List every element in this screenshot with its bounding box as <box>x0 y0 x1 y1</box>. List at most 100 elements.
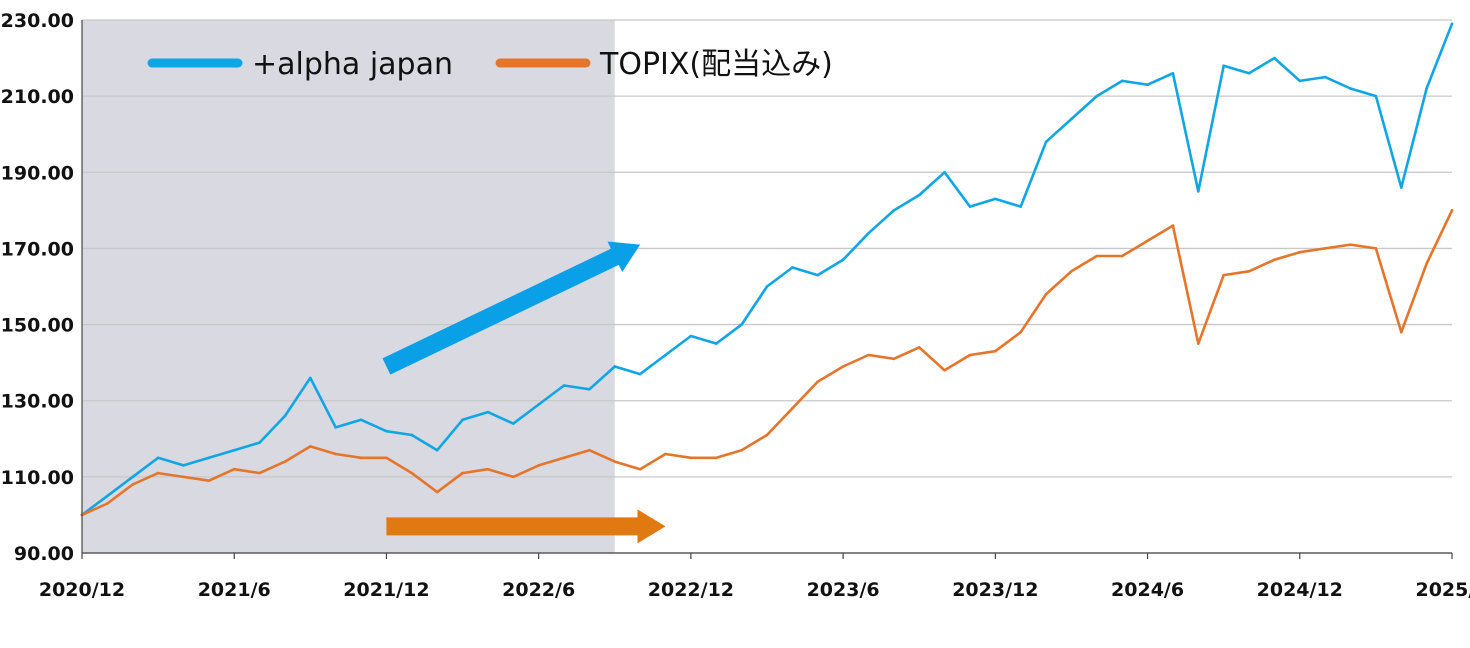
data-point <box>638 467 642 471</box>
data-point <box>410 433 414 437</box>
data-point <box>359 418 363 422</box>
trend-arrows <box>382 241 666 544</box>
data-point <box>511 422 515 425</box>
data-point <box>106 494 109 498</box>
data-point <box>1450 22 1454 26</box>
data-point <box>232 448 236 452</box>
data-point <box>359 456 363 460</box>
data-point <box>283 414 287 418</box>
x-tick-label: 2024/12 <box>1257 579 1343 601</box>
y-tick-label: 130.00 <box>1 391 74 413</box>
data-point <box>689 456 693 460</box>
shaded-period <box>82 20 615 553</box>
x-tick-label: 2021/6 <box>198 579 271 601</box>
legend-item-1: +alpha japan <box>147 47 453 82</box>
data-point <box>309 376 312 380</box>
data-point <box>689 334 693 338</box>
data-point <box>258 471 261 475</box>
data-point <box>943 368 946 372</box>
data-point <box>334 452 338 456</box>
data-point <box>1374 247 1378 250</box>
legend-label: +alpha japan <box>252 47 453 82</box>
data-point <box>1450 209 1454 212</box>
data-point <box>1247 269 1251 273</box>
data-point <box>106 502 109 505</box>
data-point <box>968 205 972 208</box>
data-point <box>791 407 794 410</box>
x-tick-label: 2022/12 <box>648 579 734 601</box>
data-point <box>1323 75 1327 79</box>
data-point <box>740 323 743 326</box>
data-point <box>1146 239 1149 243</box>
data-point <box>1019 205 1023 208</box>
data-point <box>1070 269 1073 273</box>
data-point <box>613 460 617 463</box>
data-point <box>588 387 591 391</box>
data-point <box>1146 83 1149 87</box>
data-point <box>1171 224 1175 227</box>
data-point <box>562 384 566 387</box>
data-point <box>562 456 566 460</box>
x-tick-label: 2021/12 <box>343 579 429 601</box>
data-point <box>283 460 287 463</box>
data-point <box>385 429 388 433</box>
data-point <box>182 475 185 479</box>
data-point <box>740 448 743 452</box>
data-point <box>410 471 414 475</box>
x-tick-label: 2022/6 <box>502 579 575 601</box>
y-tick-label: 190.00 <box>1 162 74 184</box>
data-point <box>1298 250 1302 254</box>
data-point <box>258 441 261 444</box>
arrow-shape <box>382 241 641 375</box>
data-point <box>1349 243 1352 246</box>
data-point <box>816 273 820 277</box>
y-tick-label: 110.00 <box>1 467 74 489</box>
data-point <box>232 467 236 471</box>
legend-label: TOPIX(配当込み) <box>599 47 833 82</box>
trend-arrow-2 <box>386 509 666 544</box>
x-tick-label: 2024/6 <box>1111 579 1184 601</box>
data-point <box>1425 87 1428 90</box>
data-point <box>1399 186 1403 189</box>
data-point <box>537 464 540 467</box>
data-point <box>664 452 667 456</box>
data-point <box>131 475 135 479</box>
axes: 230.00 210.00 190.00 170.00 150.00 130.00 110.… <box>1 10 1470 601</box>
shaded-region <box>82 20 615 553</box>
data-point <box>1273 56 1276 60</box>
data-point <box>867 231 870 235</box>
data-point <box>1044 140 1048 144</box>
y-tick-label: 90.00 <box>14 543 74 565</box>
data-point <box>334 426 338 429</box>
data-point <box>207 479 211 482</box>
y-tick-label: 210.00 <box>1 86 74 108</box>
data-point <box>461 418 464 422</box>
y-tick-label: 230.00 <box>1 10 74 32</box>
data-point <box>156 471 160 475</box>
data-point <box>435 448 439 452</box>
data-point <box>1196 342 1200 345</box>
data-point <box>537 403 540 406</box>
arrow-shape <box>386 509 666 544</box>
data-point <box>511 475 515 479</box>
data-point <box>1399 330 1403 334</box>
data-point <box>892 209 896 212</box>
data-point <box>841 365 845 368</box>
data-point <box>1247 72 1251 75</box>
data-point <box>1374 94 1378 98</box>
data-point <box>1070 117 1073 121</box>
x-tick-label: 2025/6 <box>1415 579 1470 601</box>
data-point <box>943 170 946 174</box>
data-point <box>486 467 490 471</box>
data-point <box>1120 254 1124 258</box>
legend-item-2: TOPIX(配当込み) <box>495 47 833 82</box>
data-point <box>994 349 997 353</box>
data-point <box>638 372 642 376</box>
data-point <box>664 353 667 357</box>
data-point <box>435 490 439 494</box>
data-point <box>385 456 388 460</box>
data-point <box>613 365 617 368</box>
data-point <box>917 346 921 349</box>
legend: +alpha japan TOPIX(配当込み) <box>147 47 833 82</box>
